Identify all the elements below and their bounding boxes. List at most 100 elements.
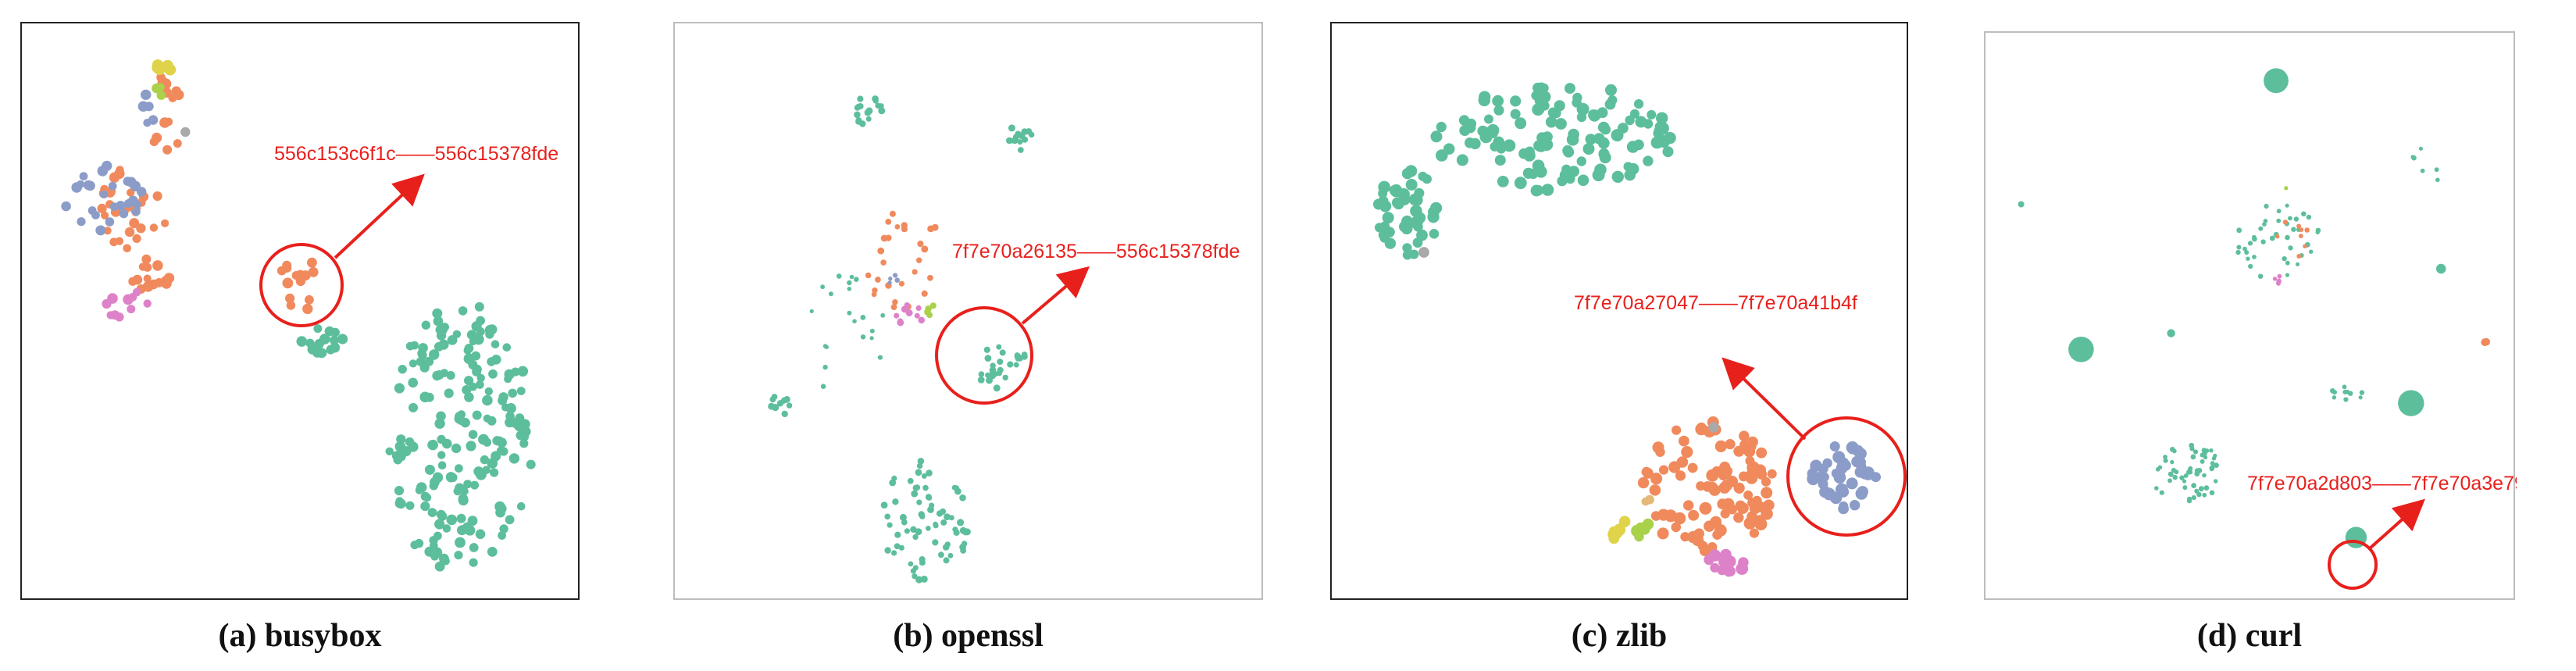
scatter-point-orange (921, 290, 928, 297)
scatter-point-teal (495, 507, 505, 518)
scatter-point-lime (156, 91, 166, 100)
scatter-point-teal (912, 484, 919, 491)
scatter-point-teal (1510, 109, 1521, 120)
scatter-point-teal (414, 538, 424, 548)
annotation-label: 7f7e70a27047——7f7e70a41b4f (1574, 292, 1857, 314)
scatter-point-teal (1013, 362, 1019, 368)
scatter-point-teal (997, 366, 1004, 373)
scatter-point-pink (2272, 277, 2278, 281)
scatter-point-orange (162, 145, 173, 155)
scatter-point-teal (446, 514, 458, 526)
scatter-point-blue (83, 180, 94, 191)
scatter-point-teal (849, 274, 855, 280)
scatter-point-teal (2210, 461, 2215, 466)
scatter-point-teal (1402, 243, 1412, 253)
scatter-point-teal (1523, 149, 1536, 162)
scatter-point-teal (510, 417, 521, 429)
scatter-point-teal (926, 495, 933, 501)
scatter-point-blue (77, 217, 86, 227)
scatter-point-teal (2359, 390, 2365, 395)
scatter-point-pink (110, 310, 120, 320)
scatter-point-orange (2282, 220, 2289, 225)
scatter-point-orange (277, 266, 287, 276)
scatter-svg-busybox: 556c153c6f1c——556c15378fde (61, 59, 558, 572)
scatter-point-orange (1725, 439, 1736, 450)
scatter-point-teal (2213, 453, 2217, 459)
scatter-point-teal (421, 320, 430, 330)
scatter-point-teal (877, 355, 883, 360)
scatter-point-orange (149, 137, 159, 147)
scatter-point-teal (1007, 361, 1014, 368)
scatter-point-teal (508, 388, 517, 398)
scatter-point-teal (2235, 249, 2241, 255)
scatter-point-teal (457, 525, 467, 536)
scatter-point-teal (947, 552, 954, 559)
scatter-point-teal (313, 324, 323, 334)
scatter-point-teal (2288, 245, 2293, 251)
scatter-point-teal (922, 484, 929, 491)
caption-zlib: (c) zlib (1571, 618, 1668, 654)
scatter-point-teal (487, 547, 498, 557)
scatter-point-teal (423, 493, 432, 502)
scatter-point-orange (1688, 509, 1700, 521)
scatter-point-teal (776, 400, 784, 407)
scatter-point-orange (1672, 425, 1682, 435)
scatter-point-teal (1492, 95, 1504, 107)
scatter-point-teal (1493, 105, 1504, 116)
scatter-point-orange (2482, 337, 2490, 346)
scatter-point-orange (1743, 517, 1757, 530)
scatter-point-blue (1855, 487, 1868, 500)
scatter-point-teal (1402, 250, 1412, 260)
scatter-point-teal (1436, 121, 1447, 133)
scatter-point-teal (1572, 98, 1582, 108)
scatter-point-teal (878, 107, 886, 115)
scatter-point-teal (1510, 95, 1522, 107)
scatter-point-teal (2246, 256, 2250, 261)
scatter-point-teal (1647, 109, 1657, 120)
scatter-point-teal (394, 383, 405, 394)
scatter-point-teal (1588, 109, 1601, 122)
scatter-point-orange (1767, 469, 1777, 479)
scatter-point-teal (1577, 174, 1589, 187)
scatter-point-teal (337, 334, 348, 344)
scatter-point-teal (427, 440, 437, 450)
scatter-point-teal (1625, 115, 1635, 126)
scatter-point-teal (2257, 273, 2264, 279)
scatter-point-orange (1696, 422, 1707, 434)
scatter-point-teal (472, 410, 482, 420)
scatter-point-teal (822, 364, 828, 370)
scatter-point-blue (97, 166, 109, 177)
scatter-point-teal (1494, 155, 1506, 166)
scatter-point-teal (912, 565, 919, 571)
scatter-point-teal (912, 573, 918, 580)
scatter-point-blue (148, 115, 159, 125)
scatter-point-orange (1761, 487, 1773, 499)
scatter-point-teal (2186, 498, 2192, 504)
scatter-point-orange (101, 211, 109, 220)
caption-busybox: (a) busybox (218, 618, 382, 654)
scatter-point-teal (2167, 329, 2175, 337)
scatter-point-teal (2018, 201, 2025, 208)
scatter-point-orange (927, 274, 933, 281)
scatter-point-teal (2209, 448, 2214, 453)
scatter-point-orange (1733, 482, 1745, 494)
scatter-point-teal (2301, 211, 2307, 217)
scatter-point-teal (915, 469, 922, 476)
scatter-point-teal (1568, 166, 1579, 177)
scatter-point-teal (2202, 473, 2207, 478)
scatter-point-pink (1721, 555, 1734, 569)
scatter-point-teal (462, 385, 472, 395)
scatter-point-teal (2358, 395, 2363, 400)
scatter-point-blue (1839, 501, 1849, 512)
scatter-point-teal (2342, 389, 2348, 394)
scatter-point-teal (475, 529, 486, 540)
scatter-point-teal (451, 443, 462, 454)
scatter-point-blue (887, 280, 892, 285)
scatter-point-teal (854, 277, 859, 283)
scatter-point-teal (864, 109, 872, 116)
scatter-point-orange (159, 117, 170, 128)
scatter-point-orange (1718, 470, 1729, 481)
scatter-point-orange (1668, 461, 1681, 473)
scatter-point-orange (1756, 469, 1768, 480)
scatter-point-blue (131, 207, 141, 216)
